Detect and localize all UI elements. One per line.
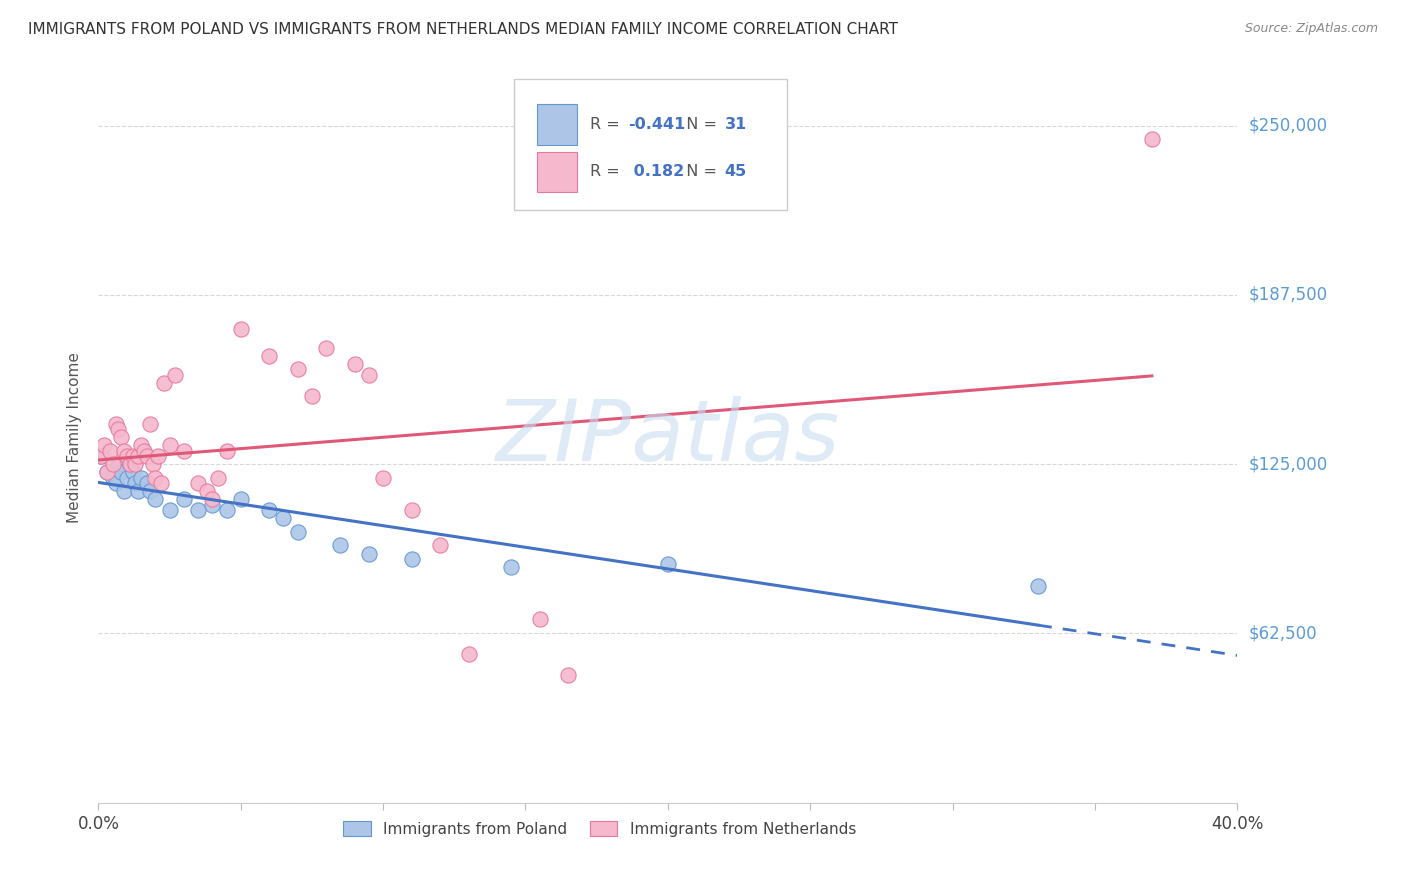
Point [138,417,160,431]
Point [343,357,366,371]
Point [118,457,141,471]
Point [657,558,679,572]
FancyBboxPatch shape [515,78,787,211]
Point [132,443,155,458]
Point [529,611,551,625]
Point [195,484,218,499]
Text: IMMIGRANTS FROM POLAND VS IMMIGRANTS FROM NETHERLANDS MEDIAN FAMILY INCOME CORRE: IMMIGRANTS FROM POLAND VS IMMIGRANTS FRO… [28,22,898,37]
Point [93,438,115,452]
Text: 0.182: 0.182 [628,164,685,179]
Point [127,484,149,499]
Text: -0.441: -0.441 [628,117,685,132]
Point [135,476,157,491]
Point [329,538,352,552]
Point [287,524,309,539]
Point [501,560,523,574]
Point [115,449,138,463]
Point [173,443,195,458]
Point [159,503,181,517]
Point [273,511,295,525]
Text: 45: 45 [725,164,747,179]
Point [429,538,451,552]
Text: N =: N = [676,164,721,179]
Point [101,471,124,485]
Point [112,443,135,458]
Point [229,322,252,336]
Point [124,476,146,491]
Point [96,465,118,479]
Point [187,476,209,491]
Point [135,449,157,463]
Point [145,471,167,485]
Text: $187,500: $187,500 [1249,285,1327,304]
Text: N =: N = [676,117,721,132]
Point [148,449,170,463]
Point [315,341,337,355]
Point [187,503,209,517]
Legend: Immigrants from Poland, Immigrants from Netherlands: Immigrants from Poland, Immigrants from … [337,815,862,843]
Point [153,376,176,390]
Point [121,449,143,463]
Point [138,484,160,499]
Bar [537,152,576,192]
Text: Source: ZipAtlas.com: Source: ZipAtlas.com [1244,22,1378,36]
Point [201,498,224,512]
Point [145,492,167,507]
Point [357,547,380,561]
Point [207,471,229,485]
Point [259,503,281,517]
Point [287,362,309,376]
Point [110,465,132,479]
Point [557,668,579,682]
Point [165,368,187,382]
Point [1026,579,1049,593]
Point [104,476,127,491]
Point [107,422,129,436]
Point [401,552,423,566]
Text: 31: 31 [725,117,747,132]
Point [129,471,152,485]
Point [301,389,323,403]
Point [401,503,423,517]
Point [115,471,138,485]
Point [118,457,141,471]
Point [90,449,112,463]
Point [357,368,380,382]
Point [201,492,224,507]
Point [457,647,479,661]
Point [1140,132,1163,146]
Point [159,438,181,452]
Point [229,492,252,507]
Text: ZIPatlas: ZIPatlas [496,395,839,479]
Point [124,457,146,471]
Text: R =: R = [591,164,626,179]
Bar [537,104,576,145]
Point [121,465,143,479]
Point [173,492,195,507]
Point [215,503,238,517]
Point [215,443,238,458]
Point [150,476,173,491]
Text: $125,000: $125,000 [1249,455,1327,473]
Y-axis label: Median Family Income: Median Family Income [67,351,83,523]
Point [127,449,149,463]
Point [98,443,121,458]
Text: $62,500: $62,500 [1249,624,1317,642]
Point [259,349,281,363]
Text: $250,000: $250,000 [1249,117,1327,135]
Point [104,417,127,431]
Point [110,430,132,444]
Point [96,465,118,479]
Point [141,457,163,471]
Point [90,449,112,463]
Point [129,438,152,452]
Point [373,471,395,485]
Text: R =: R = [591,117,626,132]
Point [107,457,129,471]
Point [101,457,124,471]
Point [112,484,135,499]
